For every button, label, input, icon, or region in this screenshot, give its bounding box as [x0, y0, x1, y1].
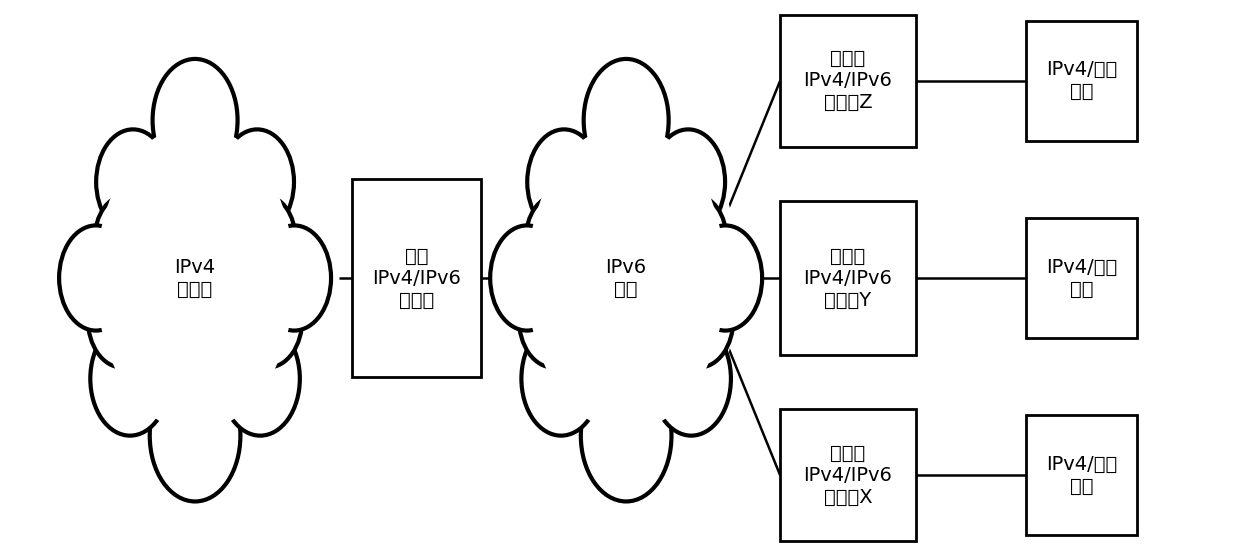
FancyBboxPatch shape: [352, 180, 481, 376]
Text: IPv4/双栈
用户: IPv4/双栈 用户: [1047, 455, 1117, 495]
Text: 用户侧
IPv4/IPv6
翻译器X: 用户侧 IPv4/IPv6 翻译器X: [804, 444, 893, 507]
Ellipse shape: [88, 271, 156, 368]
Ellipse shape: [490, 225, 564, 331]
FancyBboxPatch shape: [780, 15, 915, 147]
Text: 核心
IPv4/IPv6
翻译器: 核心 IPv4/IPv6 翻译器: [372, 246, 461, 310]
Ellipse shape: [527, 130, 601, 235]
Ellipse shape: [221, 130, 294, 235]
Ellipse shape: [97, 130, 170, 235]
Ellipse shape: [94, 195, 157, 283]
FancyBboxPatch shape: [780, 409, 915, 541]
Ellipse shape: [526, 195, 588, 283]
Text: 用户侧
IPv4/IPv6
翻译器Y: 用户侧 IPv4/IPv6 翻译器Y: [804, 246, 893, 310]
Text: IPv6
网络: IPv6 网络: [605, 257, 647, 299]
Ellipse shape: [513, 103, 739, 453]
Ellipse shape: [521, 322, 600, 436]
Ellipse shape: [234, 271, 303, 368]
FancyBboxPatch shape: [780, 201, 915, 355]
Ellipse shape: [233, 195, 295, 283]
FancyBboxPatch shape: [1027, 218, 1137, 338]
Text: 用户侧
IPv4/IPv6
翻译器Z: 用户侧 IPv4/IPv6 翻译器Z: [804, 49, 893, 112]
Ellipse shape: [520, 271, 587, 368]
Ellipse shape: [91, 322, 170, 436]
Ellipse shape: [651, 322, 730, 436]
Text: IPv4
互联网: IPv4 互联网: [175, 257, 216, 299]
FancyBboxPatch shape: [1027, 415, 1137, 535]
Ellipse shape: [95, 125, 294, 431]
Text: IPv4/双栈
用户: IPv4/双栈 用户: [1047, 257, 1117, 299]
Ellipse shape: [258, 225, 331, 331]
Ellipse shape: [580, 370, 672, 502]
Ellipse shape: [82, 103, 309, 453]
Ellipse shape: [527, 125, 725, 431]
Ellipse shape: [150, 370, 241, 502]
Ellipse shape: [221, 322, 300, 436]
Ellipse shape: [651, 130, 725, 235]
FancyBboxPatch shape: [1027, 21, 1137, 141]
Ellipse shape: [665, 195, 727, 283]
Ellipse shape: [60, 225, 133, 331]
Ellipse shape: [666, 271, 733, 368]
Ellipse shape: [584, 59, 668, 182]
Ellipse shape: [153, 59, 238, 182]
Ellipse shape: [688, 225, 763, 331]
Text: IPv4/双栈
用户: IPv4/双栈 用户: [1047, 61, 1117, 101]
